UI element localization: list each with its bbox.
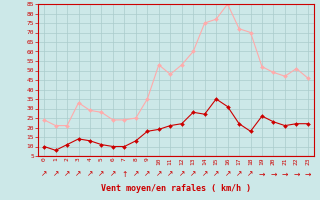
Text: ↗: ↗: [98, 170, 105, 179]
Text: ↗: ↗: [52, 170, 59, 179]
Text: →: →: [282, 170, 288, 179]
Text: ↗: ↗: [110, 170, 116, 179]
Text: ↗: ↗: [179, 170, 185, 179]
Text: ↗: ↗: [190, 170, 196, 179]
Text: ↗: ↗: [247, 170, 254, 179]
Text: →: →: [270, 170, 277, 179]
Text: ↗: ↗: [75, 170, 82, 179]
Text: ↗: ↗: [64, 170, 70, 179]
Text: ↑: ↑: [121, 170, 128, 179]
Text: →: →: [305, 170, 311, 179]
Text: ↗: ↗: [167, 170, 173, 179]
Text: ↗: ↗: [213, 170, 219, 179]
Text: ↗: ↗: [202, 170, 208, 179]
Text: ↗: ↗: [156, 170, 162, 179]
Text: ↗: ↗: [87, 170, 93, 179]
Text: →: →: [293, 170, 300, 179]
Text: ↗: ↗: [236, 170, 242, 179]
Text: →: →: [259, 170, 265, 179]
Text: ↗: ↗: [133, 170, 139, 179]
Text: ↗: ↗: [41, 170, 47, 179]
Text: ↗: ↗: [144, 170, 150, 179]
X-axis label: Vent moyen/en rafales ( km/h ): Vent moyen/en rafales ( km/h ): [101, 184, 251, 193]
Text: ↗: ↗: [224, 170, 231, 179]
